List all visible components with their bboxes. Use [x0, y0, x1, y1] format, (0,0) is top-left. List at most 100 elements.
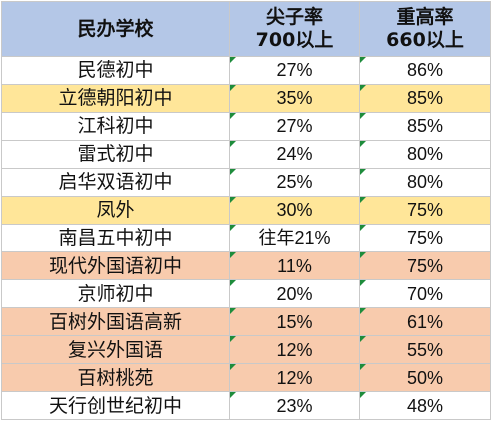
key-rate-cell: 61% — [359, 307, 491, 337]
key-rate-cell-text: 80% — [406, 172, 444, 193]
school-name-cell: 凤外 — [1, 195, 230, 225]
school-name-cell: 民德初中 — [1, 56, 230, 85]
cell-error-marker-icon — [230, 280, 236, 287]
school-name-cell: 启华双语初中 — [1, 167, 230, 197]
cell-error-marker-icon — [230, 140, 236, 147]
top-rate-cell: 20% — [229, 279, 360, 309]
top-rate-cell: 24% — [229, 139, 360, 169]
cell-error-marker-icon — [360, 280, 366, 287]
header-top-rate: 尖子率 700以上 — [229, 1, 360, 57]
top-rate-cell: 15% — [229, 307, 360, 337]
table-row: 启华双语初中 25% 80% — [1, 167, 491, 197]
cell-error-marker-icon — [230, 224, 236, 231]
top-rate-cell-text: 往年21% — [258, 227, 331, 248]
top-rate-cell: 27% — [229, 56, 360, 85]
top-rate-cell: 12% — [229, 335, 360, 365]
key-rate-cell: 85% — [359, 83, 491, 113]
top-rate-cell-text: 20% — [276, 283, 313, 304]
top-rate-cell-text: 35% — [276, 88, 313, 109]
cell-error-marker-icon — [360, 224, 366, 231]
school-name-cell-text: 京师初中 — [77, 282, 154, 305]
key-rate-cell: 48% — [359, 391, 491, 420]
key-rate-cell-text: 75% — [406, 255, 444, 276]
table-row: 雷式初中 24% 80% — [1, 139, 491, 169]
cell-error-marker-icon — [360, 252, 366, 259]
cell-error-marker-icon — [230, 112, 236, 119]
top-rate-cell-text: 24% — [276, 144, 313, 165]
top-rate-cell-text: 12% — [276, 367, 313, 388]
school-name-cell: 现代外国语初中 — [1, 251, 230, 281]
top-rate-cell: 11% — [229, 251, 360, 281]
cell-error-marker-icon — [360, 57, 366, 63]
school-name-cell: 雷式初中 — [1, 139, 230, 169]
table-row: 南昌五中初中 往年21% 75% — [1, 223, 491, 253]
school-name-cell-text: 百树外国语高新 — [48, 310, 182, 333]
top-rate-cell: 23% — [229, 391, 360, 420]
school-name-cell-text: 复兴外国语 — [67, 338, 163, 361]
cell-error-marker-icon — [230, 84, 236, 91]
header-key-rate-line2: 660以上 — [386, 29, 464, 51]
top-rate-cell: 往年21% — [229, 223, 360, 253]
key-rate-cell-text: 85% — [406, 88, 444, 109]
key-rate-cell: 50% — [359, 363, 491, 393]
table-row: 凤外 30% 75% — [1, 195, 491, 225]
cell-error-marker-icon — [360, 336, 366, 343]
key-rate-cell: 80% — [359, 139, 491, 169]
table-row: 京师初中 20% 70% — [1, 279, 491, 309]
top-rate-cell-text: 30% — [276, 200, 313, 221]
key-rate-cell-text: 61% — [406, 311, 444, 332]
key-rate-cell-text: 86% — [406, 60, 444, 81]
table-row: 百树桃苑 12% 50% — [1, 363, 491, 393]
table-row: 江科初中 27% 85% — [1, 111, 491, 141]
top-rate-cell-text: 25% — [276, 172, 313, 193]
cell-error-marker-icon — [360, 168, 366, 175]
table-row: 百树外国语高新 15% 61% — [1, 307, 491, 337]
top-rate-cell: 27% — [229, 111, 360, 141]
key-rate-cell: 80% — [359, 167, 491, 197]
school-name-cell: 京师初中 — [1, 279, 230, 309]
table-row: 复兴外国语 12% 55% — [1, 335, 491, 365]
key-rate-cell: 55% — [359, 335, 491, 365]
school-name-cell-text: 启华双语初中 — [58, 171, 173, 194]
school-name-cell-text: 天行创世纪初中 — [48, 394, 182, 417]
top-rate-cell: 35% — [229, 83, 360, 113]
key-rate-cell: 70% — [359, 279, 491, 309]
cell-error-marker-icon — [230, 336, 236, 343]
school-name-cell: 复兴外国语 — [1, 335, 230, 365]
key-rate-cell: 86% — [359, 56, 491, 85]
key-rate-cell: 75% — [359, 223, 491, 253]
top-rate-cell: 25% — [229, 167, 360, 197]
school-name-cell: 江科初中 — [1, 111, 230, 141]
top-rate-cell-text: 27% — [276, 116, 313, 137]
school-name-cell: 天行创世纪初中 — [1, 391, 230, 420]
key-rate-cell: 75% — [359, 251, 491, 281]
key-rate-cell: 75% — [359, 195, 491, 225]
header-row: 民办学校 尖子率 700以上 重高率 660以上 — [1, 1, 491, 57]
header-top-rate-line1: 尖子率 — [265, 6, 323, 28]
key-rate-cell-text: 75% — [406, 200, 444, 221]
key-rate-cell: 85% — [359, 111, 491, 141]
school-name-cell: 立德朝阳初中 — [1, 83, 230, 113]
cell-error-marker-icon — [230, 57, 236, 63]
key-rate-cell-text: 50% — [406, 367, 444, 388]
table-row: 现代外国语初中 11% 75% — [1, 251, 491, 281]
top-rate-cell-text: 23% — [276, 395, 313, 416]
cell-error-marker-icon — [360, 392, 366, 399]
table-row: 立德朝阳初中 35% 85% — [1, 83, 491, 113]
cell-error-marker-icon — [360, 196, 366, 203]
school-name-cell-text: 南昌五中初中 — [58, 226, 173, 249]
cell-error-marker-icon — [230, 168, 236, 175]
cell-error-marker-icon — [360, 112, 366, 119]
school-name-cell-text: 雷式初中 — [77, 143, 154, 166]
top-rate-cell: 12% — [229, 363, 360, 393]
school-name-cell-text: 江科初中 — [77, 115, 154, 138]
key-rate-cell-text: 55% — [406, 339, 444, 360]
school-name-cell: 百树外国语高新 — [1, 307, 230, 337]
top-rate-cell: 30% — [229, 195, 360, 225]
top-rate-cell-text: 12% — [276, 339, 313, 360]
cell-error-marker-icon — [360, 364, 366, 371]
school-name-cell-text: 现代外国语初中 — [48, 254, 182, 277]
school-name-cell-text: 百树桃苑 — [77, 366, 154, 389]
key-rate-cell-text: 80% — [406, 144, 444, 165]
